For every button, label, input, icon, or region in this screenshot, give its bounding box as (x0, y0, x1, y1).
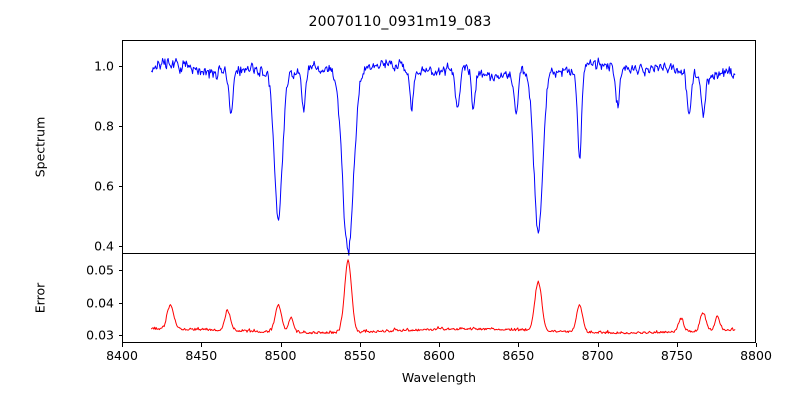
error-axes (122, 253, 756, 343)
error-ytick-mark-1 (118, 302, 122, 304)
spectrum-ytick-mark-2 (118, 126, 122, 128)
spectrum-ytick-label-1: 0.6 (94, 178, 114, 194)
xtick-label-7: 8750 (660, 348, 693, 363)
spectrum-ytick-mark-0 (118, 246, 122, 248)
xtick-label-6: 8700 (581, 348, 614, 363)
x-axis-label: Wavelength (401, 370, 477, 385)
xtick-mark-6 (597, 343, 599, 347)
spectrum-axes (122, 40, 756, 256)
error-ytick-label-1: 0.04 (86, 295, 114, 311)
spectrum-ylabel: Spectrum (32, 116, 48, 178)
xtick-mark-7 (676, 343, 678, 347)
xtick-label-3: 8550 (343, 348, 376, 363)
error-plot-area (151, 259, 736, 335)
spectrum-ytick-mark-1 (118, 186, 122, 188)
spectrum-ytick-mark-3 (118, 66, 122, 67)
spectrum-ytick-label-2: 0.8 (94, 118, 114, 134)
error-ytick-mark-2 (118, 269, 122, 271)
xtick-mark-4 (439, 343, 440, 347)
xtick-mark-3 (359, 343, 361, 347)
spectrum-plot-area (151, 57, 736, 256)
xtick-mark-8 (756, 343, 757, 347)
figure-title: 20070110_0931m19_083 (308, 14, 492, 30)
error-ytick-mark-0 (118, 335, 122, 337)
xtick-label-1: 8450 (185, 348, 218, 363)
xtick-mark-1 (201, 343, 203, 347)
xtick-label-5: 8650 (502, 348, 535, 363)
xtick-label-8: 8800 (740, 348, 772, 363)
error-ytick-label-2: 0.05 (86, 262, 114, 278)
xtick-mark-2 (280, 343, 282, 347)
xtick-mark-5 (518, 343, 520, 347)
error-ylabel: Error (32, 282, 48, 314)
error-data-line (151, 259, 736, 335)
error-ytick-label-0: 0.03 (86, 327, 114, 343)
xtick-label-4: 8600 (423, 348, 455, 363)
spectrum-ytick-label-3: 1.0 (94, 58, 114, 74)
xtick-label-0: 8400 (106, 348, 138, 363)
xtick-label-2: 8500 (264, 348, 297, 363)
spectrum-ytick-label-0: 0.4 (94, 238, 114, 254)
xtick-mark-0 (122, 343, 123, 347)
spectrum-data-line (151, 57, 736, 256)
